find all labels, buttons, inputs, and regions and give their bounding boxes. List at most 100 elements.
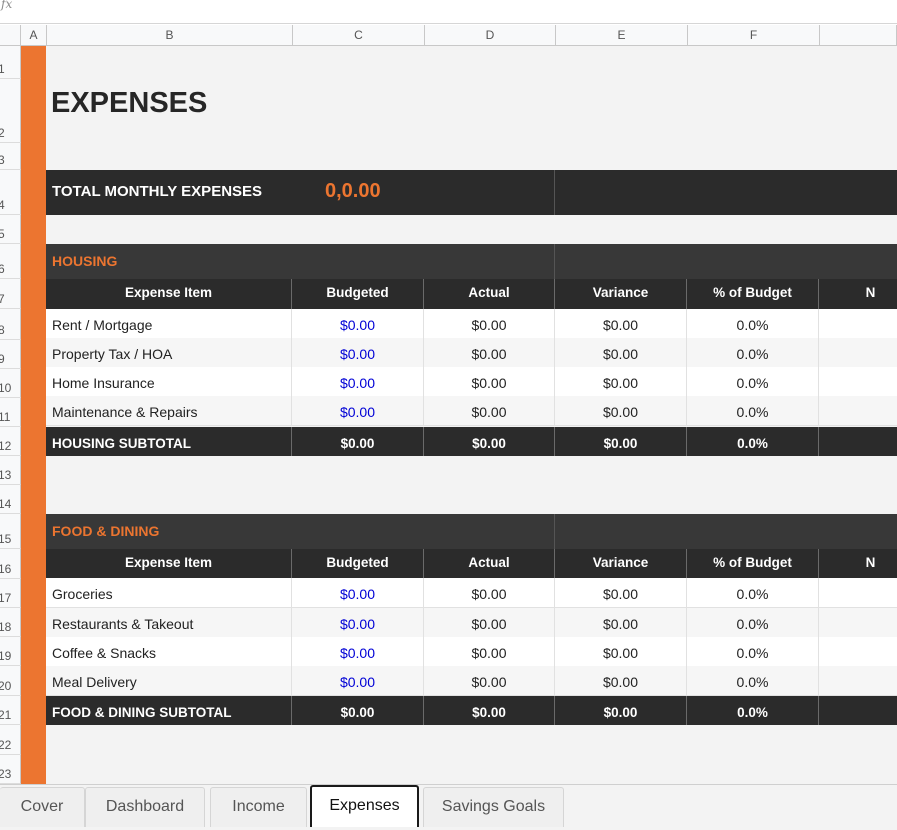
row-header[interactable]: 17 (0, 579, 21, 608)
cell-budgeted[interactable]: $0.00 (292, 396, 424, 425)
cell-variance[interactable]: $0.00 (555, 637, 687, 666)
cell-actual[interactable]: $0.00 (424, 666, 555, 695)
row-header[interactable]: 19 (0, 637, 21, 666)
cell-variance[interactable]: $0.00 (555, 578, 687, 607)
column-heading[interactable]: N (865, 555, 876, 570)
total-value[interactable]: 0,0.00 (325, 180, 381, 202)
row-header[interactable]: 11 (0, 398, 21, 427)
cell-budgeted[interactable]: $0.00 (292, 637, 424, 666)
row-header[interactable]: 9 (0, 340, 21, 369)
subtotal-item[interactable]: HOUSING SUBTOTAL (46, 427, 292, 456)
column-heading[interactable]: Variance (555, 549, 687, 579)
sheet-tab-savings-goals[interactable]: Savings Goals (423, 787, 564, 827)
subtotal-variance[interactable]: $0.00 (555, 427, 687, 456)
column-header[interactable]: B (47, 25, 293, 46)
column-heading[interactable]: Budgeted (292, 279, 424, 309)
row-header[interactable]: 23 (0, 755, 21, 784)
column-header[interactable]: F (688, 25, 820, 46)
subtotal-notes[interactable] (819, 696, 897, 725)
subtotal-item[interactable]: FOOD & DINING SUBTOTAL (46, 696, 292, 725)
formula-bar[interactable]: fx (0, 0, 897, 24)
cell-item[interactable]: Rent / Mortgage (46, 309, 292, 338)
row-header[interactable]: 6 (0, 244, 21, 279)
cell-actual[interactable]: $0.00 (424, 578, 555, 607)
cell-pct[interactable]: 0.0% (687, 666, 819, 695)
sheet-grid[interactable]: EXPENSES TOTAL MONTHLY EXPENSES 0,0.00 H… (21, 46, 897, 784)
subtotal-pct[interactable]: 0.0% (687, 696, 819, 725)
cell-pct[interactable]: 0.0% (687, 396, 819, 425)
row-header[interactable]: 22 (0, 725, 21, 755)
cell-item[interactable]: Groceries (46, 578, 292, 607)
column-heading[interactable]: Expense Item (46, 549, 292, 579)
row-header[interactable]: 14 (0, 485, 21, 514)
row-header[interactable]: 1 (0, 46, 21, 79)
sheet-tab-dashboard[interactable]: Dashboard (85, 787, 205, 827)
subtotal-actual[interactable]: $0.00 (424, 427, 555, 456)
row-header[interactable]: 15 (0, 514, 21, 549)
sheet-tab-income[interactable]: Income (210, 787, 307, 827)
column-header[interactable] (820, 25, 897, 46)
cell-variance[interactable]: $0.00 (555, 666, 687, 695)
row-header[interactable]: 12 (0, 427, 21, 456)
column-header[interactable]: A (21, 25, 47, 46)
cell-item[interactable]: Property Tax / HOA (46, 338, 292, 367)
cell-actual[interactable]: $0.00 (424, 309, 555, 338)
sheet-tab-expenses[interactable]: Expenses (310, 785, 419, 827)
row-header[interactable]: 5 (0, 215, 21, 244)
column-heading[interactable]: % of Budget (687, 549, 819, 579)
column-heading[interactable]: Expense Item (46, 279, 292, 309)
cell-actual[interactable]: $0.00 (424, 637, 555, 666)
cell-pct[interactable]: 0.0% (687, 367, 819, 396)
cell-notes[interactable] (819, 309, 897, 338)
cell-budgeted[interactable]: $0.00 (292, 666, 424, 695)
row-header[interactable]: 7 (0, 279, 21, 309)
cell-variance[interactable]: $0.00 (555, 396, 687, 425)
cell-budgeted[interactable]: $0.00 (292, 309, 424, 338)
cell-pct[interactable]: 0.0% (687, 637, 819, 666)
cell-budgeted[interactable]: $0.00 (292, 608, 424, 637)
cell-item[interactable]: Meal Delivery (46, 666, 292, 695)
row-header[interactable]: 2 (0, 79, 21, 143)
subtotal-notes[interactable] (819, 427, 897, 456)
row-header[interactable]: 21 (0, 696, 21, 725)
cell-notes[interactable] (819, 338, 897, 367)
cell-notes[interactable] (819, 637, 897, 666)
cell-pct[interactable]: 0.0% (687, 338, 819, 367)
row-header[interactable]: 3 (0, 143, 21, 170)
cell-actual[interactable]: $0.00 (424, 608, 555, 637)
column-header[interactable]: E (556, 25, 688, 46)
cell-item[interactable]: Home Insurance (46, 367, 292, 396)
cell-budgeted[interactable]: $0.00 (292, 578, 424, 607)
cell-actual[interactable]: $0.00 (424, 396, 555, 425)
row-header[interactable]: 16 (0, 549, 21, 579)
cell-item[interactable]: Coffee & Snacks (46, 637, 292, 666)
cell-actual[interactable]: $0.00 (424, 367, 555, 396)
cell-notes[interactable] (819, 578, 897, 607)
subtotal-pct[interactable]: 0.0% (687, 427, 819, 456)
column-heading[interactable]: Actual (424, 279, 555, 309)
column-heading[interactable]: % of Budget (687, 279, 819, 309)
select-all-corner[interactable] (0, 25, 21, 46)
row-header[interactable]: 4 (0, 170, 21, 215)
cell-variance[interactable]: $0.00 (555, 338, 687, 367)
subtotal-budgeted[interactable]: $0.00 (292, 696, 424, 725)
cell-notes[interactable] (819, 608, 897, 637)
cell-item[interactable]: Restaurants & Takeout (46, 608, 292, 637)
sheet-tab-cover[interactable]: Cover (0, 787, 85, 827)
cell-pct[interactable]: 0.0% (687, 578, 819, 607)
column-header[interactable]: C (293, 25, 425, 46)
column-heading[interactable]: N (865, 285, 876, 300)
cell-pct[interactable]: 0.0% (687, 309, 819, 338)
column-heading[interactable]: Actual (424, 549, 555, 579)
column-heading[interactable]: Variance (555, 279, 687, 309)
column-heading[interactable]: Budgeted (292, 549, 424, 579)
cell-budgeted[interactable]: $0.00 (292, 367, 424, 396)
subtotal-variance[interactable]: $0.00 (555, 696, 687, 725)
cell-variance[interactable]: $0.00 (555, 309, 687, 338)
subtotal-budgeted[interactable]: $0.00 (292, 427, 424, 456)
cell-variance[interactable]: $0.00 (555, 367, 687, 396)
cell-budgeted[interactable]: $0.00 (292, 338, 424, 367)
subtotal-actual[interactable]: $0.00 (424, 696, 555, 725)
row-header[interactable]: 10 (0, 369, 21, 398)
cell-item[interactable]: Maintenance & Repairs (46, 396, 292, 425)
